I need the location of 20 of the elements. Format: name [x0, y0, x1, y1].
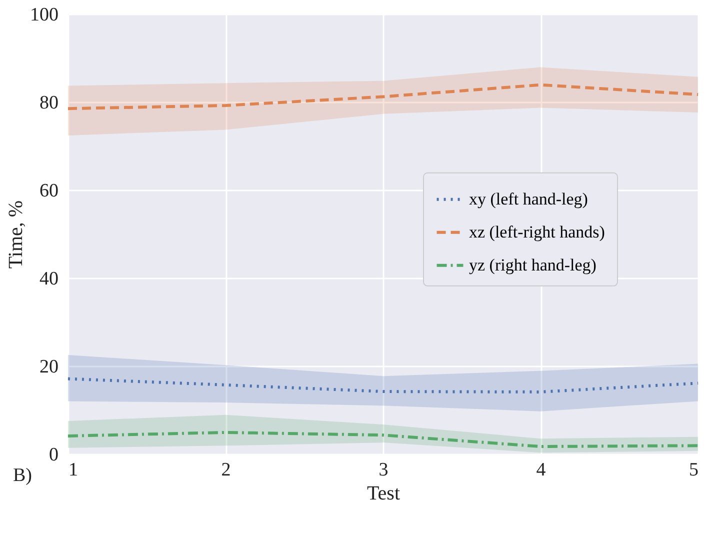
line-series [66, 377, 700, 394]
x-axis-title: Test [366, 482, 400, 504]
x-tick-label: 3 [378, 460, 388, 480]
y-tick-label: 20 [40, 356, 58, 378]
legend-label: yz (right hand-leg) [469, 255, 596, 274]
x-tick-label: 4 [536, 460, 546, 480]
y-tick-label: 60 [40, 180, 58, 202]
text: B) [13, 465, 32, 486]
x-tick-label: 5 [689, 460, 698, 480]
legend-label: xz (left-right hands) [469, 222, 605, 242]
x-tick-label: 1 [68, 460, 78, 480]
y-tick-label: 80 [40, 92, 58, 114]
line-series [66, 430, 700, 448]
y-tick-label: 0 [49, 444, 58, 466]
y-tick-label: 100 [30, 4, 58, 26]
legend-label: xy (left hand-leg) [469, 189, 588, 208]
y-axis-title: Time, % [5, 200, 27, 269]
x-tick-label: 2 [221, 460, 231, 480]
line-series [66, 83, 700, 110]
y-tick-label: 40 [40, 268, 58, 290]
